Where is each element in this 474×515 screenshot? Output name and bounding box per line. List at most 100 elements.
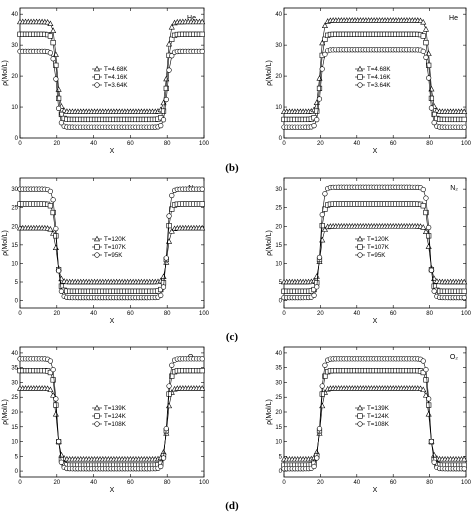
x-tick-label: 100 [461,141,472,147]
data-point [461,108,468,114]
legend-marker [94,244,100,250]
chart-title: He [449,15,458,22]
x-tick-label: 20 [53,141,60,147]
panel-label-c: (c) [226,331,239,343]
data-point [422,392,429,398]
legend-marker [357,252,363,258]
data-point [420,33,426,39]
y-tick-label: 10 [11,261,18,267]
data-point [319,402,326,409]
x-tick-label: 100 [199,141,210,147]
y-tick-label: 20 [11,224,18,230]
panel-label-b: (b) [225,162,239,174]
data-point [431,111,437,118]
legend-entry: T=4.68K [104,66,128,73]
legend-entry: T=107K [367,244,390,251]
data-point [53,396,59,402]
data-point [163,75,170,82]
x-tick-label: 40 [90,480,97,486]
data-point [311,463,317,470]
data-point [166,213,172,219]
data-point [47,369,53,376]
data-point [199,224,206,231]
y-tick-label: 15 [275,425,282,431]
series-triangle [280,385,468,462]
y-tick-label: 10 [275,105,282,111]
legend-marker [94,82,100,88]
data-point [428,95,435,101]
series-circle [17,356,205,472]
data-point [158,463,164,470]
y-tick-label: 30 [11,187,18,193]
data-point [47,203,53,209]
y-tick-label: 20 [275,224,282,230]
x-axis-label: X [373,148,378,155]
data-point [160,284,167,290]
data-point [44,19,51,25]
data-point [50,56,56,62]
y-tick-label: 40 [275,351,282,357]
x-tick-label: 0 [282,311,286,317]
x-axis-label: X [110,487,115,494]
data-point [425,410,432,417]
data-point [53,62,59,68]
data-point [53,226,59,232]
data-point [53,76,59,82]
y-tick-label: 25 [275,395,282,401]
data-point [319,391,325,397]
data-point [58,120,65,126]
y-tick-label: 10 [275,261,282,267]
data-point [50,197,56,203]
data-point [431,283,437,289]
chart-3: 020406080100051015202530Xρ(Mol/L)N₂T=120… [2,177,210,325]
legend-entry: T=3.64K [367,82,391,89]
plot-frame [19,7,205,139]
data-point [319,66,325,72]
y-tick-label: 25 [11,206,18,212]
data-point [47,33,53,39]
data-point [322,36,328,42]
x-tick-label: 60 [390,311,397,317]
x-tick-label: 60 [127,311,134,317]
x-tick-label: 80 [426,480,433,486]
data-point [53,233,59,239]
data-point [422,228,429,234]
plot-frame [19,346,205,478]
series-square [281,201,467,294]
chart-title: N₂ [450,185,458,192]
data-point [166,383,172,389]
x-tick-label: 20 [317,480,324,486]
data-point [420,18,427,25]
x-tick-label: 80 [426,141,433,147]
y-tick-label: 25 [11,395,18,401]
data-point [169,36,175,42]
data-point [47,20,54,26]
x-tick-label: 40 [353,480,360,486]
data-point [431,451,438,458]
series-circle [281,184,467,301]
data-point [321,22,328,28]
data-point [322,191,328,197]
data-point [428,105,435,111]
data-point [56,105,62,111]
data-point [199,368,205,374]
data-point [58,451,65,458]
legend-entry: T=4.16K [367,74,391,81]
legend-marker [356,235,364,242]
data-point [316,426,323,432]
data-point [428,438,435,445]
data-point [426,62,432,68]
y-tick-label: 5 [15,280,19,286]
x-tick-label: 80 [426,311,433,317]
data-point [314,108,320,114]
y-tick-label: 0 [279,469,283,475]
data-point [461,288,467,294]
data-point [461,295,467,301]
data-point [199,201,205,207]
data-point [423,195,429,201]
chart-6: 0 20 40 60 80 100 0 5 10 15 20 25 30 35 40 Xρ(Mol/L) O₂ T… [266,346,472,494]
x-tick-label: 100 [461,311,472,317]
legend-marker [357,244,363,250]
x-tick-label: 40 [90,141,97,147]
